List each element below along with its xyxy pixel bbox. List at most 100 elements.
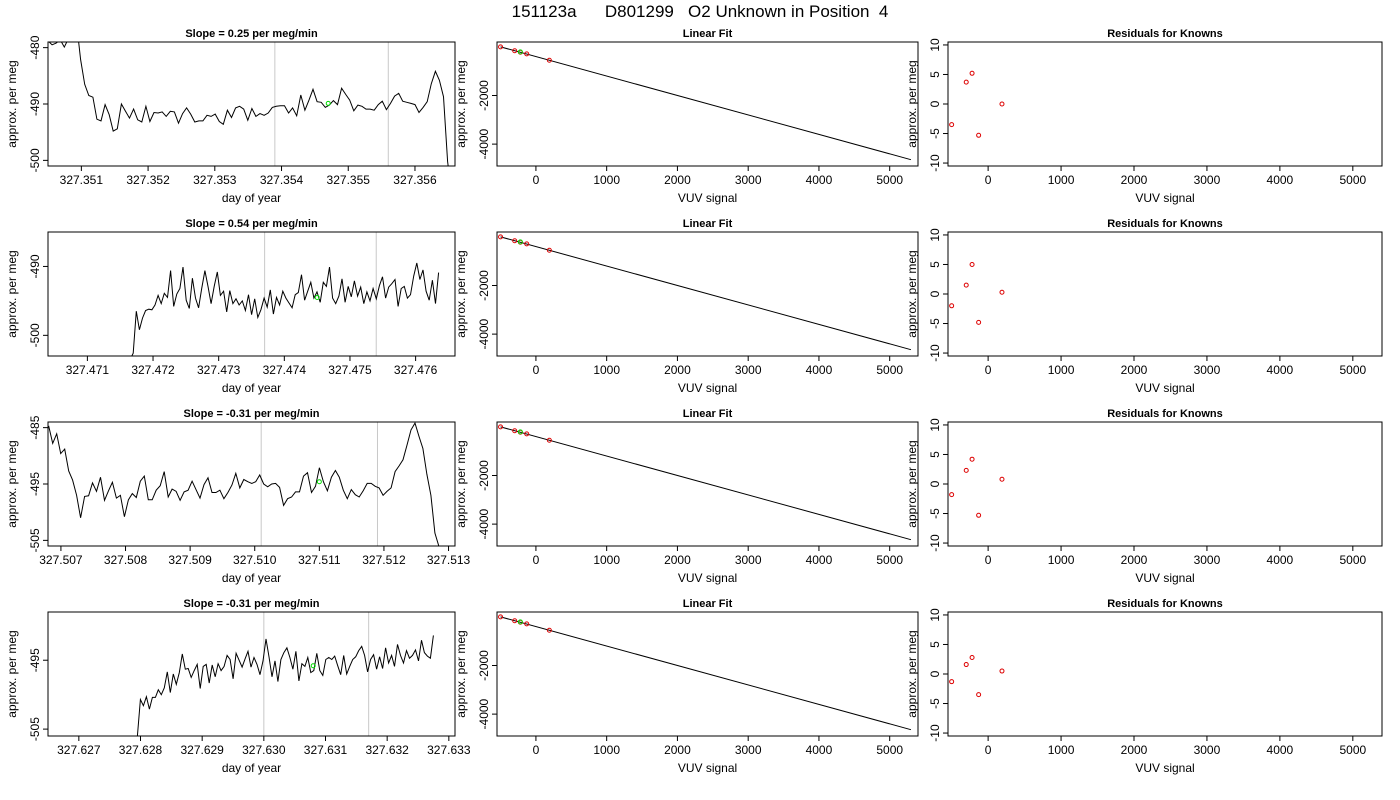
y-tick-label: -10 [928, 154, 942, 172]
known-point [512, 48, 518, 54]
residual-point [949, 122, 955, 128]
y-tick-label: -505 [28, 717, 42, 741]
x-tick-label: 327.354 [260, 173, 304, 187]
panel-title: Slope = 0.25 per meg/min [185, 28, 318, 40]
panel-title: Residuals for Knowns [1107, 218, 1223, 230]
x-tick-label: 0 [985, 363, 992, 377]
x-tick-label: 5000 [876, 743, 903, 757]
x-tick-label: 1000 [593, 363, 620, 377]
panel-4: Slope = 0.54 per meg/min 327.471 327.472 32… [5, 218, 456, 395]
plot-frame [947, 231, 1383, 357]
y-tick-label: 10 [928, 418, 942, 432]
panel-title: Linear Fit [683, 408, 733, 420]
x-tick-label: 0 [985, 173, 992, 187]
y-tick-label: -500 [28, 148, 42, 172]
plot-frame [496, 611, 919, 737]
panel-2: Linear Fit 0 1000 2000 3000 4000 5000 -4000 -200… [454, 28, 919, 205]
x-tick-label: 1000 [593, 173, 620, 187]
x-tick-label: 5000 [876, 553, 903, 567]
y-axis-label: approx. per meg [454, 60, 468, 147]
x-tick-label: 3000 [735, 173, 762, 187]
x-tick-label: 327.356 [393, 173, 437, 187]
x-tick-label: 5000 [876, 173, 903, 187]
unknown-marker [310, 663, 316, 669]
y-tick-label: -5 [928, 318, 942, 329]
x-tick-label: 3000 [1194, 173, 1221, 187]
known-point [546, 627, 552, 633]
panel-5: Linear Fit 0 1000 2000 3000 4000 5000 -4000 -200… [454, 218, 919, 395]
residual-point [949, 492, 955, 498]
x-tick-label: 327.472 [131, 363, 175, 377]
y-tick-label: -10 [928, 344, 942, 362]
panel-11: Linear Fit 0 1000 2000 3000 4000 5000 -4000 -200… [454, 598, 919, 775]
residual-point [999, 289, 1005, 295]
panel-title: Residuals for Knowns [1107, 408, 1223, 420]
y-tick-label: 0 [928, 670, 942, 677]
fit-line [500, 46, 912, 161]
fit-line [500, 616, 912, 731]
y-tick-label: -10 [928, 724, 942, 742]
x-tick-label: 327.630 [242, 743, 286, 757]
residual-point [976, 319, 982, 325]
x-axis-label: VUV signal [678, 571, 737, 585]
y-tick-label: -10 [928, 534, 942, 552]
plot-frame [496, 421, 919, 547]
x-tick-label: 327.508 [104, 553, 148, 567]
x-tick-label: 327.513 [427, 553, 471, 567]
y-tick-label: 10 [928, 228, 942, 242]
known-point [524, 51, 530, 57]
plot-frame [947, 41, 1383, 167]
x-tick-label: 5000 [1339, 173, 1366, 187]
x-axis-label: VUV signal [678, 381, 737, 395]
y-axis-label: approx. per meg [905, 630, 919, 717]
x-tick-label: 5000 [1339, 743, 1366, 757]
x-tick-label: 2000 [664, 363, 691, 377]
x-tick-label: 2000 [664, 553, 691, 567]
panel-12: Residuals for Knowns 0 1000 2000 3000 4000 500… [905, 598, 1383, 775]
known-point [546, 437, 552, 443]
residual-point [969, 654, 975, 660]
y-tick-label: -495 [28, 472, 42, 496]
y-axis-label: approx. per meg [905, 250, 919, 337]
residual-point [976, 512, 982, 518]
y-tick-label: 5 [928, 261, 942, 268]
signal-trace [131, 262, 440, 356]
x-tick-label: 327.471 [66, 363, 110, 377]
page-title: 151123a D801299 O2 Unknown in Position 4 [511, 2, 889, 21]
x-tick-label: 3000 [1194, 363, 1221, 377]
y-tick-label: 0 [928, 480, 942, 487]
residual-point [949, 303, 955, 309]
residual-point [969, 261, 975, 267]
unknown-marker [314, 294, 320, 300]
x-tick-label: 2000 [664, 743, 691, 757]
x-tick-label: 5000 [1339, 363, 1366, 377]
y-tick-label: -485 [28, 415, 42, 439]
panel-title: Linear Fit [683, 598, 733, 610]
x-tick-label: 1000 [1048, 553, 1075, 567]
y-axis-label: approx. per meg [5, 250, 19, 337]
residual-point [963, 467, 969, 473]
x-tick-label: 4000 [1267, 743, 1294, 757]
y-axis-label: approx. per meg [5, 60, 19, 147]
x-tick-label: 327.629 [180, 743, 224, 757]
x-tick-label: 3000 [1194, 743, 1221, 757]
x-tick-label: 3000 [735, 743, 762, 757]
unknown-point [517, 239, 523, 245]
x-tick-label: 327.476 [394, 363, 438, 377]
x-axis-label: VUV signal [1135, 191, 1194, 205]
residual-point [963, 662, 969, 668]
known-point [498, 614, 504, 620]
y-axis-label: approx. per meg [905, 60, 919, 147]
x-tick-label: 327.473 [197, 363, 241, 377]
x-tick-label: 1000 [1048, 743, 1075, 757]
y-tick-label: -490 [28, 92, 42, 116]
x-tick-label: 2000 [1121, 363, 1148, 377]
x-tick-label: 4000 [806, 743, 833, 757]
y-tick-label: -4000 [477, 128, 491, 159]
known-point [524, 241, 530, 247]
unknown-marker [316, 479, 322, 485]
x-tick-label: 4000 [1267, 363, 1294, 377]
y-tick-label: -505 [28, 528, 42, 552]
x-tick-label: 327.475 [328, 363, 372, 377]
x-axis-label: day of year [222, 381, 281, 395]
